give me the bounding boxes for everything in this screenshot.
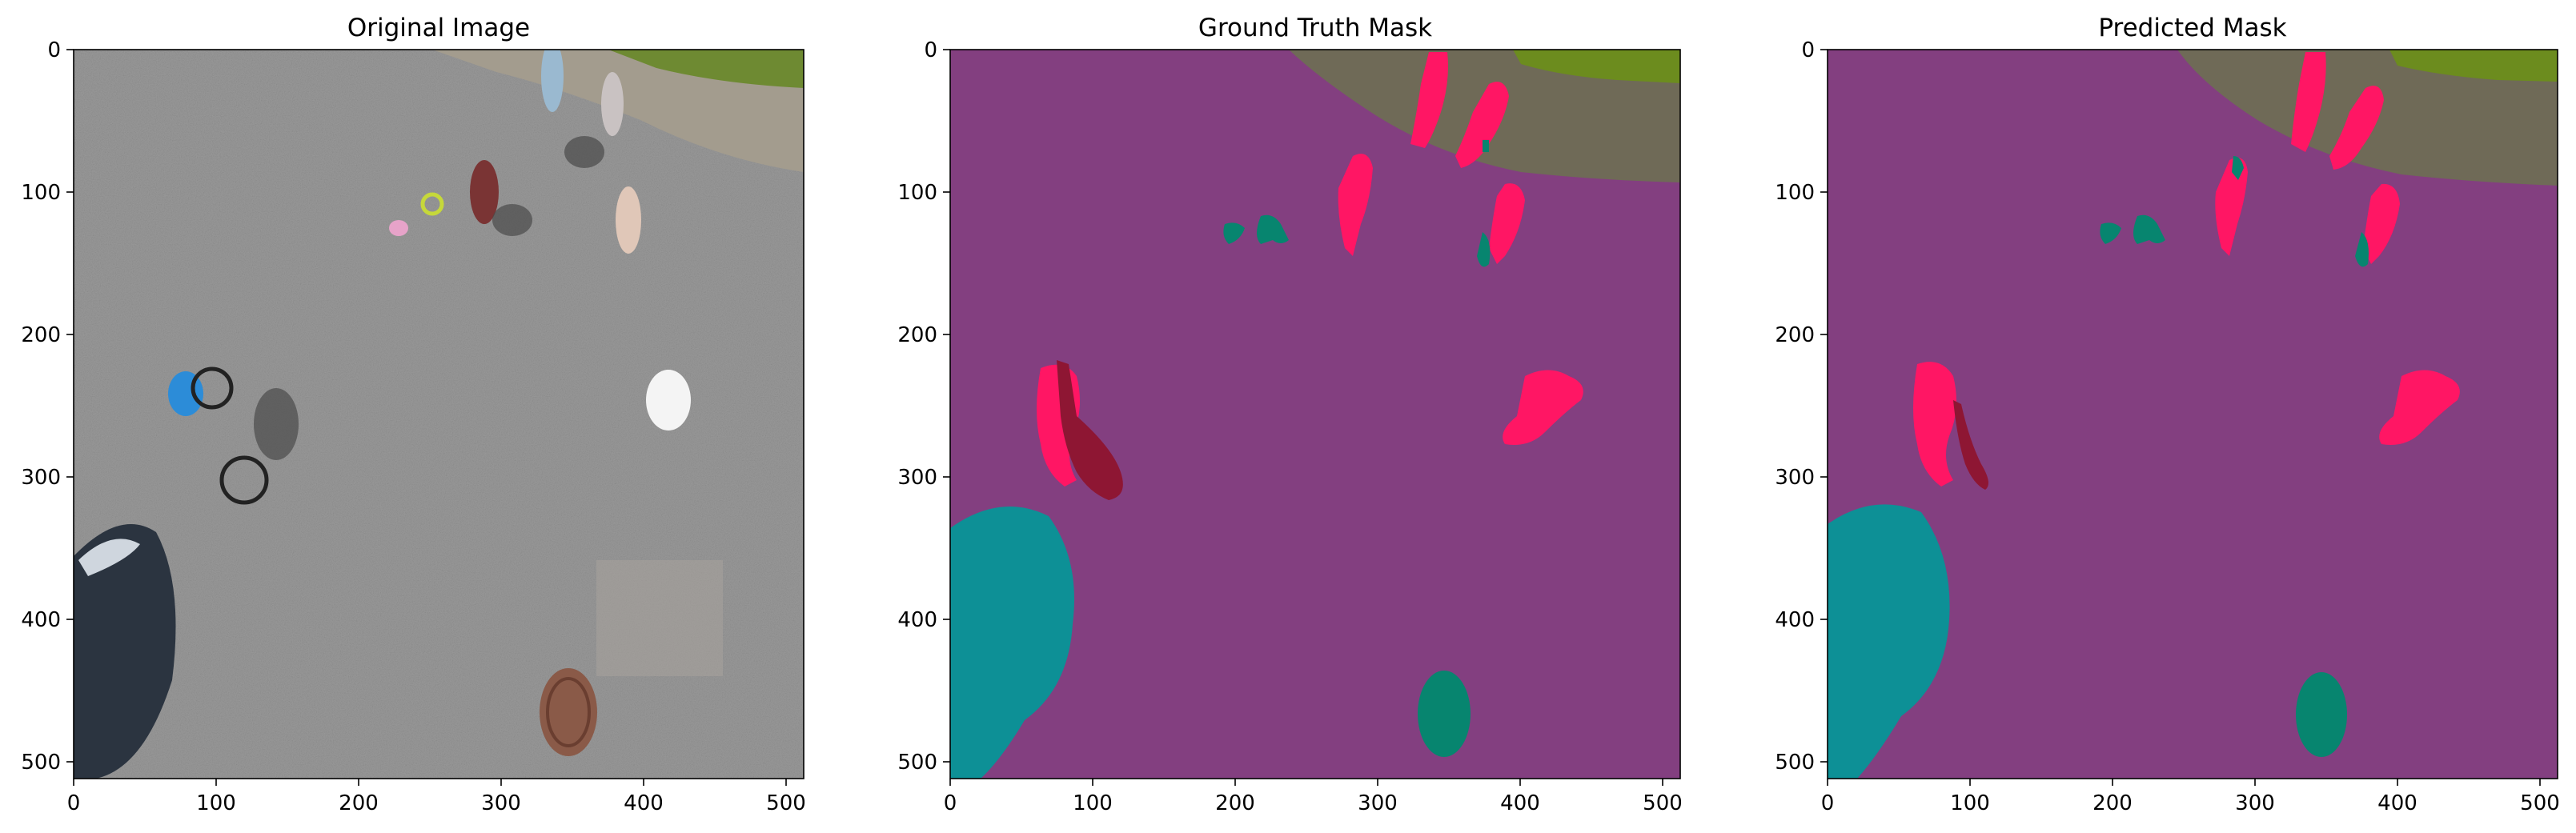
axes-frame — [73, 49, 804, 779]
y-tick-label: 500 — [21, 751, 61, 775]
x-tick-label: 300 — [481, 791, 521, 815]
car — [74, 524, 176, 779]
x-axis: 0 100 200 300 400 500 — [67, 779, 806, 815]
vegetation-region — [1513, 50, 1680, 83]
x-tick-label: 200 — [339, 791, 379, 815]
axes-frame — [1827, 49, 2558, 779]
y-tick-label: 200 — [897, 323, 937, 347]
manhole-region — [2296, 672, 2347, 757]
y-tick-label: 400 — [21, 608, 61, 632]
x-tick-label: 0 — [944, 791, 957, 815]
x-tick-label: 200 — [2092, 791, 2133, 815]
panel-ground-truth-mask: Ground Truth Mask — [897, 14, 1682, 815]
bicycle-region — [1953, 400, 1988, 490]
panel-title: Ground Truth Mask — [1198, 14, 1432, 42]
y-tick-label: 100 — [1775, 181, 1815, 205]
y-tick-label: 400 — [1775, 608, 1815, 632]
person-regions — [1037, 52, 1583, 487]
x-axis: 0 100 200 300 400 500 — [1821, 779, 2560, 815]
x-tick-label: 300 — [1358, 791, 1398, 815]
x-tick-label: 100 — [1073, 791, 1113, 815]
y-tick-label: 100 — [897, 181, 937, 205]
panel-original-image: Original Image — [21, 14, 805, 815]
bicycle-region — [1057, 360, 1123, 500]
x-tick-label: 400 — [624, 791, 664, 815]
car-region — [1828, 504, 1950, 779]
x-tick-label: 500 — [2520, 791, 2560, 815]
ground-truth-segmentation — [950, 50, 1680, 779]
y-axis: 0 100 200 300 400 500 — [21, 38, 74, 775]
x-tick-label: 100 — [196, 791, 236, 815]
y-tick-label: 0 — [47, 38, 61, 62]
y-axis: 0 100 200 300 400 500 — [1775, 38, 1828, 775]
small-object-regions — [1223, 140, 1491, 267]
y-tick-label: 300 — [1775, 466, 1815, 490]
y-tick-label: 400 — [897, 608, 937, 632]
manhole-region — [1418, 671, 1471, 757]
y-tick-label: 300 — [897, 466, 937, 490]
y-tick-label: 500 — [897, 751, 937, 775]
x-tick-label: 0 — [67, 791, 81, 815]
x-tick-label: 400 — [2377, 791, 2418, 815]
y-tick-label: 0 — [924, 38, 937, 62]
panel-title: Original Image — [347, 14, 530, 42]
x-tick-label: 200 — [1215, 791, 1255, 815]
original-photo — [74, 50, 804, 779]
x-axis: 0 100 200 300 400 500 — [944, 779, 1683, 815]
panel-title: Predicted Mask — [2098, 14, 2286, 42]
vegetation-region — [2389, 50, 2558, 82]
pedestrians — [168, 50, 691, 431]
y-axis: 0 100 200 300 400 500 — [897, 38, 950, 775]
small-object-regions — [2100, 156, 2369, 267]
pavement-patch — [596, 560, 723, 676]
person-regions — [1913, 52, 2460, 487]
axes-frame — [949, 49, 1681, 779]
x-tick-label: 500 — [766, 791, 806, 815]
y-tick-label: 500 — [1775, 751, 1815, 775]
x-tick-label: 400 — [1500, 791, 1540, 815]
x-tick-label: 300 — [2235, 791, 2275, 815]
y-tick-label: 0 — [1801, 38, 1815, 62]
y-tick-label: 200 — [1775, 323, 1815, 347]
x-tick-label: 100 — [1950, 791, 1990, 815]
y-tick-label: 100 — [21, 181, 61, 205]
shadows — [254, 136, 604, 460]
x-tick-label: 0 — [1821, 791, 1835, 815]
panel-predicted-mask: Predicted Mask — [1775, 14, 2559, 815]
x-tick-label: 500 — [1643, 791, 1683, 815]
car-region — [950, 507, 1074, 779]
y-tick-label: 300 — [21, 466, 61, 490]
predicted-segmentation — [1828, 50, 2558, 779]
hedge — [608, 50, 804, 88]
y-tick-label: 200 — [21, 323, 61, 347]
bicycles — [191, 192, 444, 505]
